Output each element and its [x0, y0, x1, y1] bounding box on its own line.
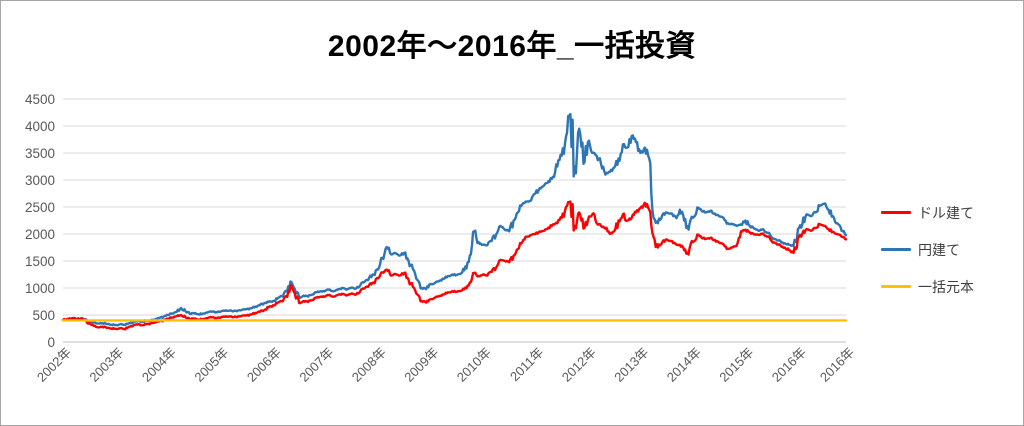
x-tick-label: 2002年 — [34, 345, 74, 385]
x-tick-label: 2006年 — [244, 345, 284, 385]
x-tick-label: 2007年 — [296, 345, 336, 385]
x-tick-label: 2003年 — [86, 345, 126, 385]
y-tick-label: 1000 — [25, 281, 55, 296]
legend-swatch-yen — [881, 248, 911, 251]
y-tick-label: 500 — [32, 308, 55, 323]
y-tick-label: 1500 — [25, 254, 55, 269]
x-tick-label: 2009年 — [401, 345, 441, 385]
x-tick-label: 2016年 — [817, 345, 857, 385]
x-tick-label: 2008年 — [349, 345, 389, 385]
legend-item-dollar: ドル建て — [881, 203, 974, 222]
legend-label-dollar: ドル建て — [918, 204, 974, 221]
y-tick-label: 2000 — [25, 227, 55, 242]
x-tick-label: 2015年 — [716, 345, 756, 385]
chart-title: 2002年～2016年_一括投資 — [327, 30, 697, 63]
x-tick-label: 2013年 — [611, 345, 651, 385]
x-tick-label: 2016年 — [769, 345, 809, 385]
legend-item-yen: 円建て — [881, 240, 974, 259]
chart-legend: ドル建て 円建て 一括元本 — [881, 203, 974, 296]
x-tick-label: 2010年 — [454, 345, 494, 385]
x-tick-label: 2004年 — [139, 345, 179, 385]
x-tick-label: 2005年 — [191, 345, 231, 385]
y-tick-label: 2500 — [25, 200, 55, 215]
y-tick-label: 3000 — [25, 173, 55, 188]
x-tick-label: 2011年 — [507, 345, 547, 385]
y-tick-label: 3500 — [25, 146, 55, 161]
series-line-yen — [61, 112, 848, 327]
legend-label-principal: 一括元本 — [918, 278, 974, 295]
legend-swatch-principal — [881, 285, 911, 288]
series-line-dollar — [61, 200, 848, 331]
legend-label-yen: 円建て — [918, 241, 960, 258]
y-tick-label: 4500 — [25, 92, 55, 107]
y-tick-label: 0 — [47, 335, 55, 350]
x-tick-label: 2012年 — [559, 345, 599, 385]
x-tick-label: 2014年 — [664, 345, 704, 385]
y-tick-label: 4000 — [25, 119, 55, 134]
legend-swatch-dollar — [881, 211, 911, 214]
legend-item-principal: 一括元本 — [881, 277, 974, 296]
